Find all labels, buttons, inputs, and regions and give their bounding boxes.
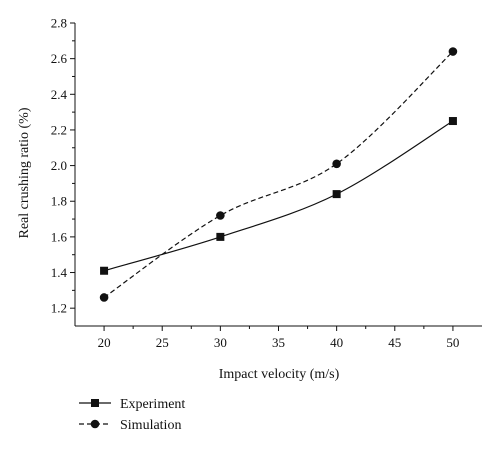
y-axis-title: Real crushing ratio (%) (17, 107, 32, 238)
legend-marker-experiment (91, 399, 99, 407)
data-point-experiment (332, 190, 341, 199)
x-tick-label: 30 (214, 335, 227, 350)
y-tick-label: 2.6 (51, 51, 68, 66)
legend-marker-simulation (90, 419, 100, 429)
x-tick-label: 35 (272, 335, 285, 350)
data-point-simulation (216, 211, 225, 220)
x-axis-title: Impact velocity (m/s) (219, 367, 340, 382)
data-point-experiment (448, 117, 457, 126)
x-tick-label: 20 (98, 335, 111, 350)
y-tick-label: 1.2 (51, 301, 67, 316)
x-tick-label: 45 (388, 335, 401, 350)
data-point-simulation (99, 293, 109, 302)
data-point-experiment (100, 266, 109, 275)
series-line-simulation (103, 51, 454, 298)
y-tick-label: 2.0 (51, 158, 67, 173)
x-tick-label: 40 (330, 335, 343, 350)
y-tick-label: 2.4 (51, 87, 68, 102)
ticks: 20 25 30 35 40 45 50 1.2 1.4 1.6 1.8 2.0 2.2 2.4 2.6 2.… (51, 16, 460, 351)
axes (74, 23, 482, 327)
series-line-experiment (103, 120, 454, 272)
data-point-experiment (216, 232, 225, 241)
y-tick-label: 1.6 (51, 229, 68, 244)
series (99, 47, 458, 302)
data-point-simulation (332, 159, 341, 169)
y-tick-label: 2.2 (51, 122, 67, 137)
x-tick-label: 25 (156, 335, 169, 350)
y-tick-label: 2.8 (51, 16, 67, 31)
legend: Experiment Simulation (79, 397, 185, 433)
legend-label-simulation: Simulation (120, 418, 181, 433)
data-point-simulation (448, 47, 458, 56)
legend-label-experiment: Experiment (120, 397, 185, 412)
x-tick-label: 50 (446, 335, 459, 350)
y-tick-label: 1.8 (51, 194, 67, 209)
y-tick-label: 1.4 (51, 265, 68, 280)
